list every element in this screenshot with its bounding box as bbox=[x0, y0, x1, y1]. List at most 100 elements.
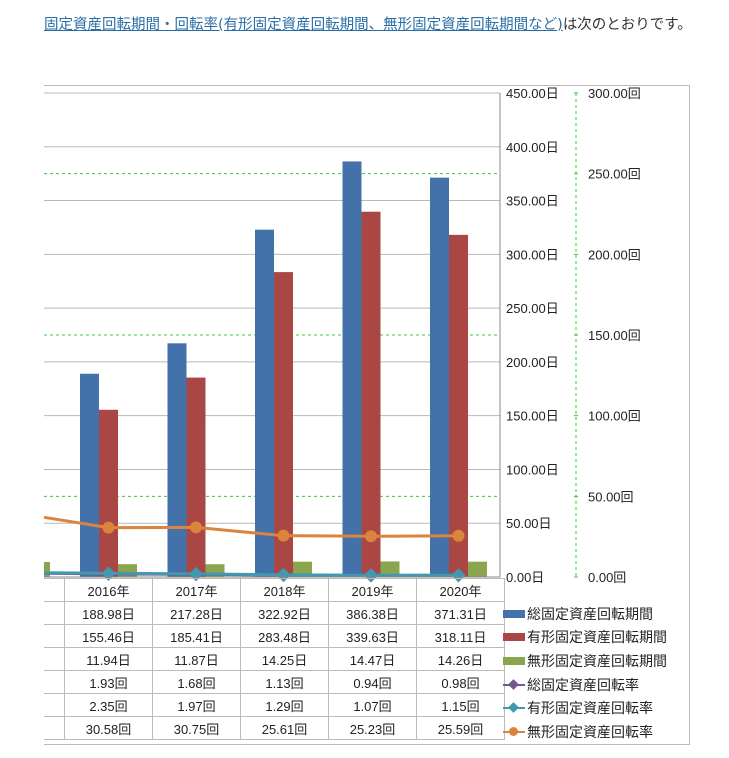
data-label: 25.61回 bbox=[240, 716, 329, 740]
point-無形固定資産回転率 bbox=[452, 529, 465, 542]
data-label: 322.92日 bbox=[240, 601, 329, 625]
data-label: 185.41日 bbox=[152, 624, 241, 648]
right-axis-tick: 200.00回 bbox=[588, 247, 641, 262]
data-label: 2.35回 bbox=[64, 693, 153, 717]
right-axis-tick: 150.00回 bbox=[588, 328, 641, 343]
right-axis-tick: 250.00回 bbox=[588, 167, 641, 182]
data-label: 1.07回 bbox=[328, 693, 417, 717]
table-row: 2.35回 1.97回 1.29回 1.07回 1.15回 bbox=[44, 693, 505, 717]
bar-総固定資産回転期間-2019年 bbox=[342, 161, 362, 577]
right-axis-tick: 300.00回 bbox=[588, 86, 641, 101]
legend-item: 無形固定資産回転期間 bbox=[503, 649, 667, 673]
bar-無形固定資産回転期間-2019年 bbox=[380, 561, 400, 577]
table-row: 155.46日 185.41日 283.48日 339.63日 318.11日 bbox=[44, 624, 505, 648]
table-row: 188.98日 217.28日 322.92日 386.38日 371.31日 bbox=[44, 601, 505, 625]
category-label: 2019年 bbox=[328, 578, 417, 602]
line-有形固定資産回転率 bbox=[43, 571, 459, 577]
row-label-cell bbox=[44, 601, 65, 625]
left-axis-tick: 150.00日 bbox=[506, 409, 559, 424]
category-label: 2018年 bbox=[240, 578, 329, 602]
right-axis-tick: 50.00回 bbox=[588, 489, 634, 504]
legend-item: 有形固定資産回転期間 bbox=[503, 626, 667, 650]
bar-総固定資産回転期間-2017年 bbox=[167, 343, 187, 577]
data-label: 217.28日 bbox=[152, 601, 241, 625]
left-axis-tick: 450.00日 bbox=[506, 86, 559, 101]
bar-総固定資産回転期間-2020年 bbox=[430, 177, 449, 577]
bar-有形固定資産回転期間-2016年 bbox=[99, 409, 118, 577]
legend-label: 総固定資産回転期間 bbox=[527, 606, 653, 623]
data-label: 30.75回 bbox=[152, 716, 241, 740]
data-label: 1.97回 bbox=[152, 693, 241, 717]
left-axis-tick: 400.00日 bbox=[506, 140, 559, 155]
bar-有形固定資産回転期間-2020年 bbox=[449, 234, 468, 577]
bar-有形固定資産回転期間-2017年 bbox=[186, 377, 206, 577]
point-無形固定資産回転率 bbox=[102, 521, 115, 534]
article-link[interactable]: 固定資産回転期間・回転率(有形固定資産回転期間、無形固定資産回転期間など) bbox=[44, 17, 563, 33]
category-label: 2020年 bbox=[416, 578, 505, 602]
row-label-cell bbox=[44, 578, 65, 602]
category-label: 2016年 bbox=[64, 578, 153, 602]
data-label: 14.25日 bbox=[240, 647, 329, 671]
bar-総固定資産回転期間-2016年 bbox=[80, 373, 99, 577]
data-label: 1.68回 bbox=[152, 670, 241, 694]
legend-item: 総固定資産回転率 bbox=[503, 673, 667, 697]
row-label-cell bbox=[44, 693, 65, 717]
left-axis-tick: 0.00日 bbox=[506, 570, 544, 585]
point-無形固定資産回転率 bbox=[365, 530, 377, 543]
data-label: 25.23回 bbox=[328, 716, 417, 740]
right-axis-tick: 100.00回 bbox=[588, 409, 641, 424]
data-label: 1.29回 bbox=[240, 693, 329, 717]
table-row: 11.94日 11.87日 14.25日 14.47日 14.26日 bbox=[44, 647, 505, 671]
row-label-cell bbox=[44, 647, 65, 671]
table-row: 1.93回 1.68回 1.13回 0.94回 0.98回 bbox=[44, 670, 505, 694]
data-label: 30.58回 bbox=[64, 716, 153, 740]
left-axis-tick: 100.00日 bbox=[506, 462, 559, 477]
point-無形固定資産回転率 bbox=[190, 521, 202, 534]
bar-有形固定資産回転期間-2018年 bbox=[274, 272, 293, 577]
data-label: 14.47日 bbox=[328, 647, 417, 671]
bar-無形固定資産回転期間-2020年 bbox=[468, 561, 487, 577]
legend-marker-icon bbox=[503, 726, 525, 738]
data-label: 0.94回 bbox=[328, 670, 417, 694]
data-label: 371.31日 bbox=[416, 601, 505, 625]
table-row: 30.58回 30.75回 25.61回 25.23回 25.59回 bbox=[44, 716, 505, 740]
legend-marker-icon bbox=[503, 678, 525, 691]
left-axis-tick: 50.00日 bbox=[506, 516, 552, 531]
legend-item: 総固定資産回転期間 bbox=[503, 602, 667, 626]
data-label: 188.98日 bbox=[64, 601, 153, 625]
data-label: 1.15回 bbox=[416, 693, 505, 717]
row-label-cell bbox=[44, 670, 65, 694]
legend-label: 総固定資産回転率 bbox=[527, 677, 639, 694]
bar-総固定資産回転期間-2018年 bbox=[255, 229, 274, 578]
legend-label: 有形固定資産回転率 bbox=[527, 701, 653, 718]
data-label: 25.59回 bbox=[416, 716, 505, 740]
data-label: 11.87日 bbox=[152, 647, 241, 671]
data-label: 0.98回 bbox=[416, 670, 505, 694]
data-label: 1.93回 bbox=[64, 670, 153, 694]
right-axis-tick: 0.00回 bbox=[588, 570, 626, 585]
row-label-cell bbox=[44, 624, 65, 648]
intro-rest: は次のとおりです。 bbox=[562, 17, 692, 33]
legend-item: 無形固定資産回転率 bbox=[503, 720, 667, 744]
row-label-cell bbox=[44, 716, 65, 740]
bar-無形固定資産回転期間-2018年 bbox=[293, 561, 312, 577]
legend-swatch bbox=[503, 609, 525, 618]
intro-text: 固定資産回転期間・回転率(有形固定資産回転期間、無形固定資産回転期間など)は次の… bbox=[44, 10, 694, 40]
data-label: 1.13回 bbox=[240, 670, 329, 694]
legend-swatch bbox=[503, 633, 525, 642]
data-label: 339.63日 bbox=[328, 624, 417, 648]
bar-有形固定資産回転期間-2019年 bbox=[361, 211, 381, 578]
point-無形固定資産回転率 bbox=[277, 529, 290, 542]
legend-label: 有形固定資産回転期間 bbox=[527, 630, 667, 647]
data-label: 283.48日 bbox=[240, 624, 329, 648]
data-table: 2016年 2017年 2018年 2019年 2020年 188.98日 217.28日 3… bbox=[44, 578, 505, 740]
data-label: 155.46日 bbox=[64, 624, 153, 648]
legend: 総固定資産回転期間 有形固定資産回転期間無形固定資産回転期間総固定資産回転率 有形固… bbox=[503, 602, 667, 744]
data-label: 14.26日 bbox=[416, 647, 505, 671]
legend-swatch bbox=[503, 656, 525, 665]
left-axis-tick: 200.00日 bbox=[506, 355, 559, 370]
legend-item: 有形固定資産回転率 bbox=[503, 696, 667, 720]
data-label: 11.94日 bbox=[64, 647, 153, 671]
line-無形固定資産回転率 bbox=[43, 515, 459, 538]
